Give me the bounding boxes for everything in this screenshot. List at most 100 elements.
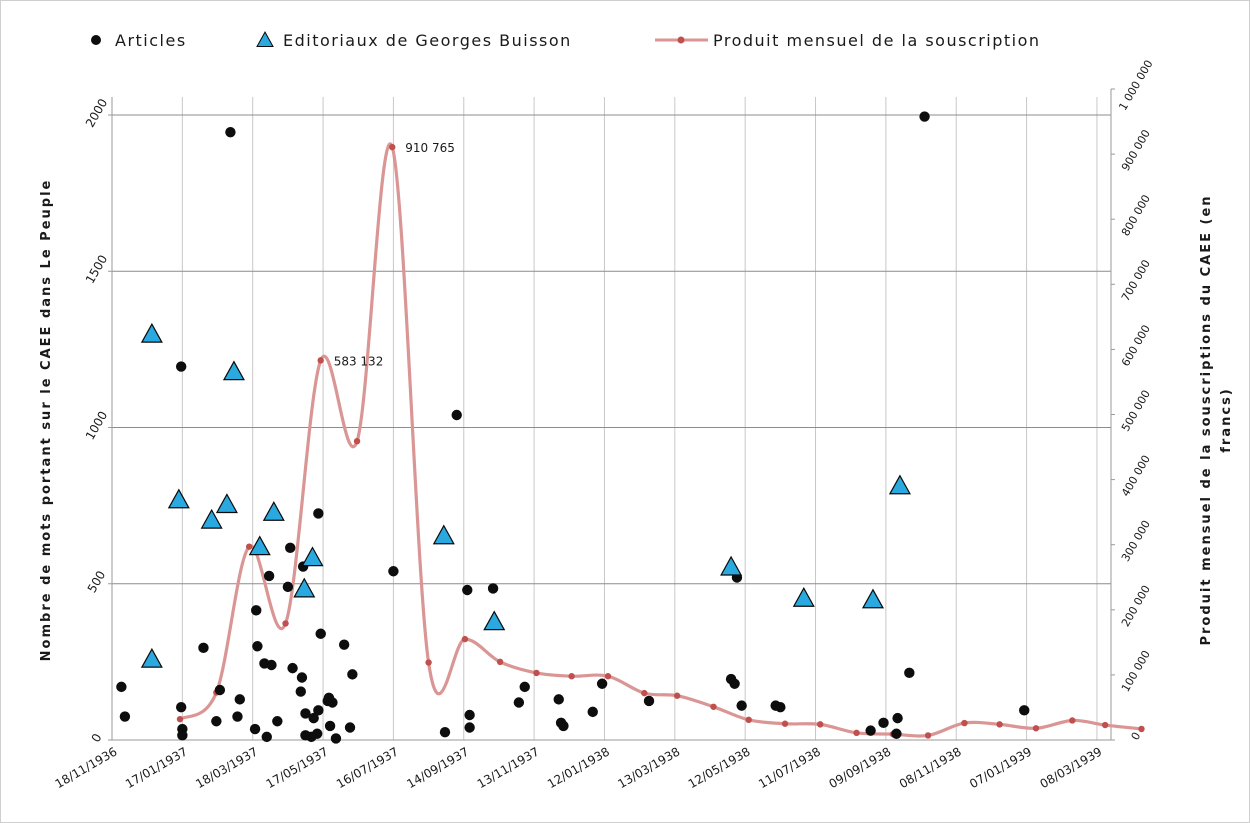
article-points — [116, 111, 1030, 744]
editorial-point — [861, 588, 884, 609]
legend: Articles Editoriaux de Georges Buisson Pro… — [91, 31, 1041, 50]
souscription-point — [353, 437, 361, 445]
x-tick-label: 17/05/1937 — [264, 744, 331, 791]
editorial-point — [720, 555, 743, 576]
x-tick-label: 11/07/1938 — [756, 744, 823, 791]
x-tick-label: 17/01/1937 — [123, 744, 190, 791]
article-point — [211, 716, 222, 727]
souscription-point — [781, 720, 789, 727]
article-point — [300, 708, 311, 719]
x-tick-label: 09/09/1938 — [826, 744, 893, 791]
souscription-point — [961, 719, 968, 727]
souscription-point — [996, 721, 1003, 728]
souscription-point — [641, 689, 648, 697]
editorial-points — [140, 322, 911, 668]
souscription-point — [1032, 725, 1040, 732]
article-point — [175, 701, 187, 713]
legend-label-souscription: Produit mensuel de la souscription — [713, 31, 1041, 50]
souscription-point — [496, 658, 504, 666]
x-tick-label: 07/01/1939 — [967, 744, 1034, 791]
x-tick-label: 18/03/1937 — [193, 744, 260, 791]
editorial-point — [167, 488, 190, 509]
legend-marker-articles — [91, 35, 101, 45]
article-point — [315, 628, 326, 639]
article-point — [347, 669, 358, 680]
article-point — [261, 731, 272, 743]
souscription-point — [568, 673, 575, 680]
article-point — [487, 583, 499, 594]
article-point — [330, 733, 342, 744]
article-point — [558, 720, 569, 732]
article-point — [513, 697, 525, 708]
article-point — [904, 667, 915, 679]
article-point — [587, 706, 598, 718]
souscription-point — [924, 732, 932, 739]
editorial-point — [248, 535, 271, 556]
right-tick-label: 900 000 — [1119, 127, 1153, 173]
right-tick-label: 1 000 000 — [1116, 58, 1155, 113]
axis-titles: Nombre de mots portant sur le CAEE dans … — [39, 179, 1234, 662]
editorial-point — [301, 546, 324, 567]
y-right-axis-title-line2: francs) — [1219, 387, 1234, 452]
right-tick-label: 600 000 — [1119, 323, 1153, 369]
souscription-point — [461, 635, 469, 643]
souscription-point — [710, 703, 717, 710]
legend-label-articles: Articles — [115, 31, 187, 50]
left-tick-label: 0 — [89, 731, 105, 745]
x-tick-label: 16/07/1937 — [334, 744, 401, 791]
article-point — [451, 409, 462, 421]
left-tick-label: 1500 — [83, 253, 110, 286]
right-tick-label: 100 000 — [1119, 648, 1153, 694]
x-tick-label: 12/05/1938 — [686, 744, 753, 791]
article-point — [891, 728, 902, 739]
article-point — [249, 723, 261, 735]
article-point — [439, 726, 451, 738]
y-right-axis-title-line1: Produit mensuel de la souscriptions du C… — [1199, 194, 1214, 645]
article-point — [272, 716, 283, 727]
article-point — [282, 581, 294, 593]
article-point — [344, 722, 356, 733]
article-point — [919, 111, 930, 122]
editorial-point — [140, 647, 163, 668]
article-point — [285, 542, 296, 554]
article-point — [596, 678, 608, 689]
right-tick-label: 200 000 — [1119, 583, 1153, 629]
souscription-point — [176, 715, 184, 723]
editorial-point — [262, 501, 285, 521]
article-point — [775, 701, 786, 713]
legend-marker-souscription — [677, 36, 685, 44]
x-tick-label: 14/09/1937 — [404, 744, 471, 791]
article-point — [729, 678, 740, 689]
right-tick-label: 400 000 — [1119, 453, 1153, 499]
article-point — [266, 659, 277, 671]
right-tick-label: 300 000 — [1119, 518, 1153, 564]
left-tick-label: 2000 — [83, 96, 110, 129]
x-tick-label: 18/11/1936 — [53, 744, 120, 791]
legend-label-editoriaux: Editoriaux de Georges Buisson — [283, 31, 572, 50]
x-tick-label: 08/03/1939 — [1038, 744, 1105, 791]
article-point — [519, 681, 530, 693]
article-point — [225, 126, 236, 138]
souscription-point — [1069, 717, 1076, 724]
editorial-point — [222, 360, 245, 381]
editorial-point — [888, 474, 911, 495]
editorial-point — [483, 610, 506, 631]
y-left-axis-title: Nombre de mots portant sur le CAEE dans … — [39, 179, 54, 662]
article-point — [327, 697, 338, 708]
souscription-point — [282, 620, 289, 627]
article-point — [643, 695, 655, 707]
article-point — [865, 725, 876, 736]
editorial-point — [792, 586, 815, 607]
article-point — [198, 642, 209, 654]
article-point — [462, 584, 473, 596]
legend-marker-editoriaux — [256, 31, 274, 47]
souscription-point — [533, 669, 540, 677]
souscription-point — [425, 659, 432, 666]
article-point — [892, 712, 903, 724]
x-tick-label: 13/11/1937 — [475, 744, 542, 791]
article-point — [295, 686, 306, 697]
souscription-point — [817, 721, 824, 728]
souscription-point — [1138, 725, 1145, 733]
grid-lines — [111, 97, 1111, 740]
